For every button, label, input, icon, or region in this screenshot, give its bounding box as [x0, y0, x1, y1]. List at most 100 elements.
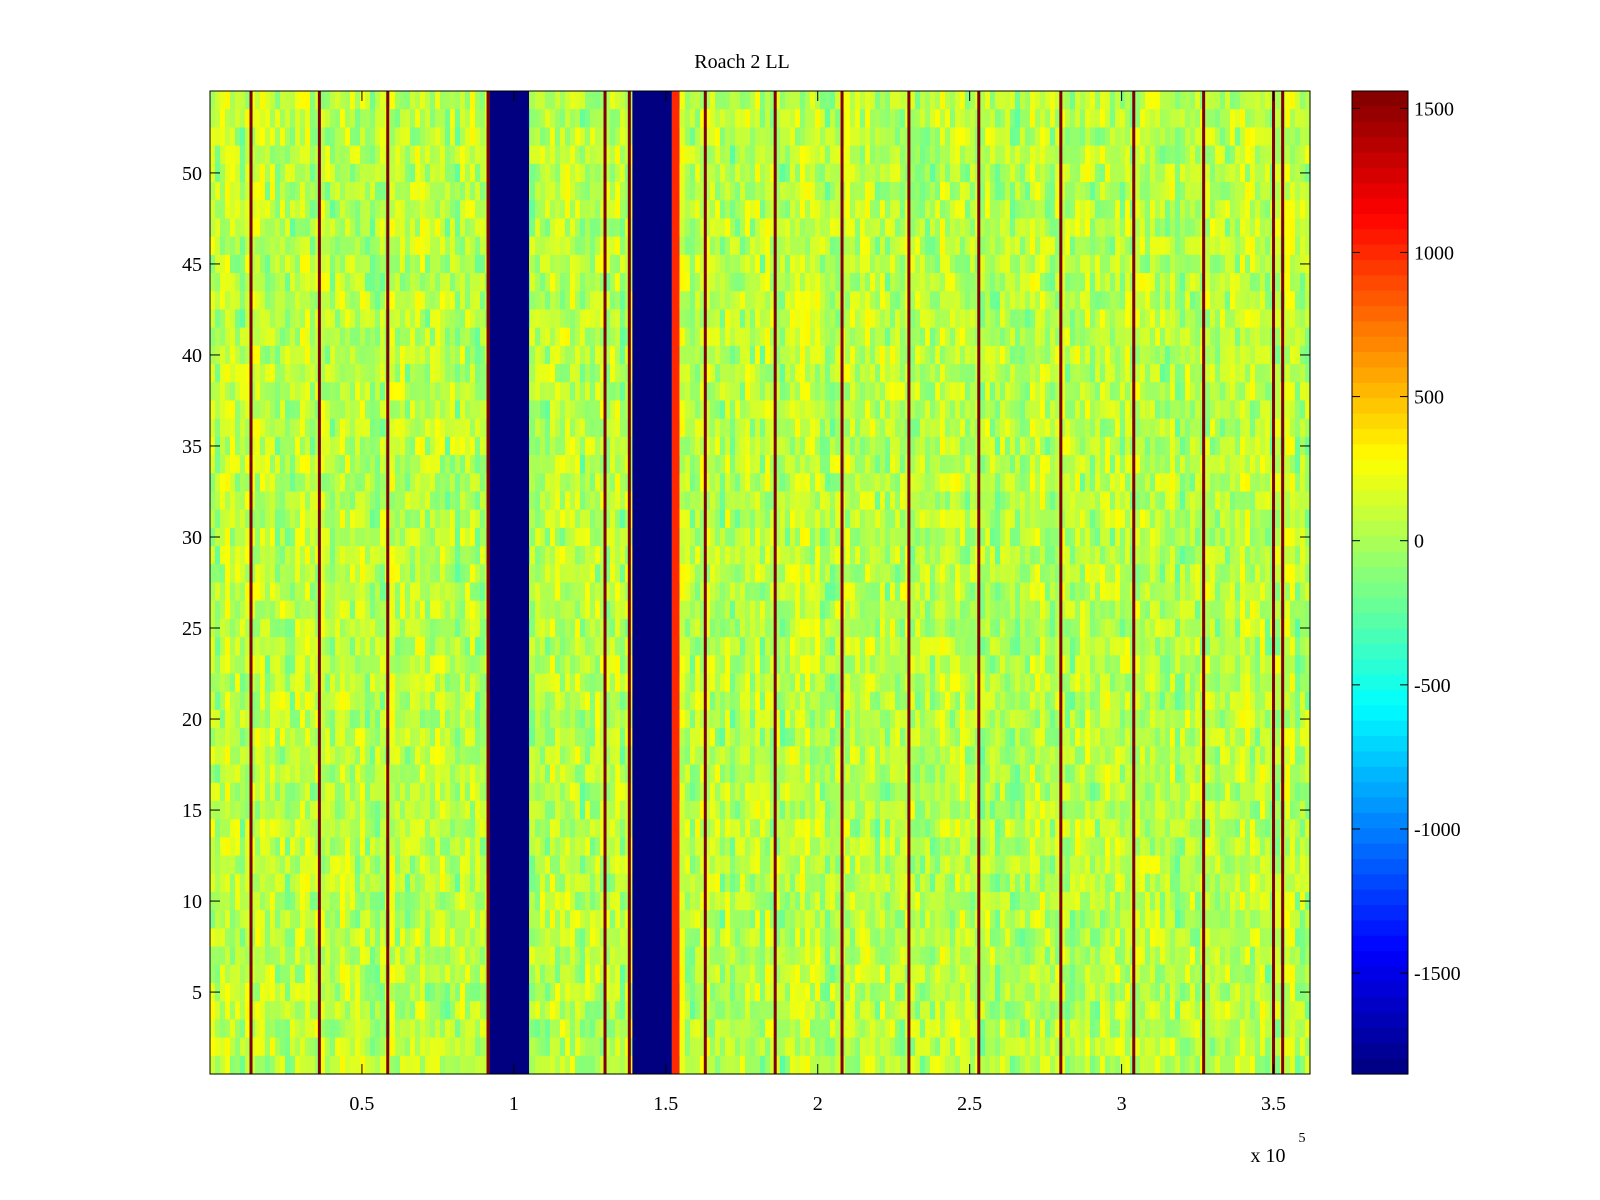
heatmap-cell	[545, 1037, 551, 1057]
heatmap-cell	[540, 236, 546, 256]
heatmap-cell	[405, 891, 411, 911]
heatmap-cell	[320, 345, 326, 365]
heatmap-cell	[280, 873, 286, 893]
heatmap-cell	[230, 1037, 236, 1057]
heatmap-cell	[355, 127, 361, 147]
heatmap-cell	[610, 254, 616, 274]
heatmap-cell	[330, 964, 336, 984]
heatmap-cell	[225, 764, 231, 784]
heatmap-cell	[590, 564, 596, 584]
heatmap-cell	[595, 1055, 601, 1075]
heatmap-cell	[380, 1037, 386, 1057]
heatmap-cell	[565, 655, 571, 675]
heatmap-cell	[470, 1001, 476, 1020]
heatmap-cell	[265, 709, 271, 729]
heatmap-cell	[610, 364, 616, 383]
heatmap-cell	[580, 436, 586, 456]
heatmap-cell	[220, 400, 226, 420]
heatmap-cell	[355, 109, 361, 128]
heatmap-cell	[240, 364, 246, 383]
heatmap-cell	[295, 764, 301, 784]
heatmap-cell	[590, 782, 596, 802]
heatmap-cell	[360, 455, 366, 474]
heatmap-cell	[605, 109, 611, 128]
heatmap-cell	[410, 418, 416, 438]
heatmap-cell	[425, 163, 431, 183]
heatmap-cell	[530, 673, 536, 693]
heatmap-cell	[365, 509, 371, 529]
heatmap-cell	[310, 254, 316, 274]
heatmap-cell	[585, 800, 591, 820]
heatmap-cell	[315, 800, 321, 820]
heatmap-cell	[405, 637, 411, 656]
heatmap-cell	[460, 364, 466, 383]
heatmap-cell	[620, 400, 626, 420]
heatmap-cell	[360, 855, 366, 875]
heatmap-cell	[455, 273, 461, 292]
heatmap-cell	[325, 928, 331, 948]
heatmap-cell	[540, 491, 546, 511]
heatmap-cell	[255, 837, 261, 857]
heatmap-cell	[330, 837, 336, 857]
heatmap-cell	[475, 291, 481, 311]
heatmap-cell	[435, 509, 441, 529]
heatmap-cell	[350, 946, 356, 966]
heatmap-cell	[345, 582, 351, 602]
heatmap-cell	[605, 254, 611, 274]
heatmap-cell	[355, 964, 361, 984]
heatmap-cell	[255, 910, 261, 929]
heatmap-cell	[375, 182, 381, 201]
heatmap-cell	[610, 764, 616, 784]
heatmap-cell	[330, 127, 336, 147]
heatmap-cell	[550, 345, 556, 365]
heatmap-cell	[395, 163, 401, 183]
heatmap-cell	[560, 364, 566, 383]
heatmap-cell	[320, 946, 326, 966]
heatmap-cell	[365, 637, 371, 656]
heatmap-cell	[310, 837, 316, 857]
heatmap-cell	[240, 891, 246, 911]
heatmap-cell	[445, 655, 451, 675]
heatmap-cell	[365, 218, 371, 238]
heatmap-cell	[305, 327, 311, 347]
heatmap-cell	[230, 436, 236, 456]
heatmap-cell	[260, 891, 266, 911]
heatmap-cell	[295, 891, 301, 911]
heatmap-cell	[245, 436, 251, 456]
heatmap-cell	[560, 109, 566, 128]
heatmap-cell	[340, 819, 346, 838]
heatmap-cell	[365, 345, 371, 365]
heatmap-cell	[390, 418, 396, 438]
heatmap-cell	[540, 782, 546, 802]
heatmap-cell	[445, 891, 451, 911]
heatmap-cell	[415, 910, 421, 929]
heatmap-cell	[350, 637, 356, 656]
heatmap-cell	[295, 673, 301, 693]
heatmap-cell	[470, 982, 476, 1002]
heatmap-cell	[250, 200, 256, 220]
heatmap-cell	[440, 382, 446, 402]
heatmap-cell	[220, 618, 226, 638]
heatmap-cell	[595, 600, 601, 620]
heatmap-cell	[610, 819, 616, 838]
heatmap-cell	[390, 564, 396, 584]
heatmap-cell	[620, 1019, 626, 1039]
heatmap-cell	[445, 364, 451, 383]
heatmap-cell	[625, 618, 631, 638]
heatmap-cell	[555, 673, 561, 693]
heatmap-cell	[225, 382, 231, 402]
heatmap-cell	[590, 618, 596, 638]
heatmap-cell	[405, 910, 411, 929]
heatmap-cell	[350, 982, 356, 1002]
heatmap-cell	[605, 728, 611, 747]
heatmap-cell	[320, 1055, 326, 1075]
heatmap-cell	[320, 382, 326, 402]
heatmap-cell	[585, 400, 591, 420]
heatmap-cell	[320, 564, 326, 584]
heatmap-cell	[470, 855, 476, 875]
heatmap-cell	[220, 637, 226, 656]
heatmap-cell	[260, 964, 266, 984]
heatmap-cell	[610, 127, 616, 147]
heatmap-cell	[300, 600, 306, 620]
heatmap-cell	[295, 946, 301, 966]
